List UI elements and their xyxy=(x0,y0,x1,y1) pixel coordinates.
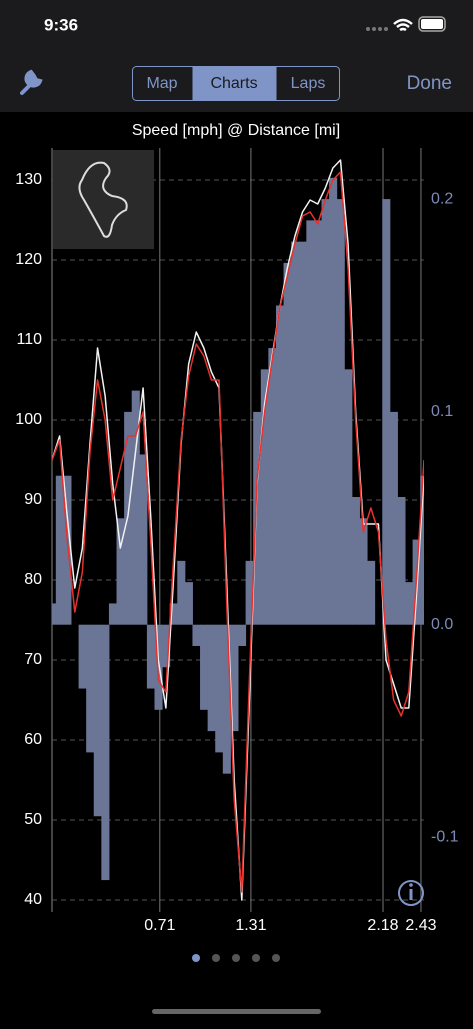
delta-bar xyxy=(298,241,307,625)
delta-bar xyxy=(397,497,406,625)
x-tick-label: 2.43 xyxy=(405,917,436,934)
delta-bar xyxy=(268,348,277,625)
delta-bar xyxy=(260,369,269,625)
y-tick-label: 90 xyxy=(24,491,42,508)
delta-bar xyxy=(86,624,95,753)
delta-bar xyxy=(230,624,239,732)
delta-bar xyxy=(336,199,345,625)
delta-bar xyxy=(146,624,155,689)
delta-bar xyxy=(321,199,330,625)
delta-bar xyxy=(124,411,133,625)
chart-title: Speed [mph] @ Distance [mi] xyxy=(132,122,340,139)
track-map-bg xyxy=(53,150,154,249)
segmented-control xyxy=(132,66,340,101)
delta-bar xyxy=(283,262,292,625)
y-tick-label: 100 xyxy=(15,411,42,428)
delta-bar xyxy=(291,241,300,625)
delta-bar xyxy=(405,582,414,625)
delta-bar xyxy=(313,220,323,625)
delta-bar xyxy=(131,390,140,625)
delta-bar xyxy=(78,624,87,689)
delta-bar xyxy=(245,560,254,625)
delta-bar xyxy=(169,603,178,625)
delta-bar xyxy=(329,177,338,625)
delta-bar xyxy=(154,624,163,710)
delta-bar xyxy=(344,369,353,625)
x-tick-label: 2.18 xyxy=(367,917,398,934)
tab[interactable]: Laps xyxy=(291,75,326,92)
y-tick-label: 60 xyxy=(24,731,42,748)
delta-bar xyxy=(389,411,398,625)
delta-bar xyxy=(52,603,57,625)
delta-bar xyxy=(359,518,368,625)
delta-bar xyxy=(351,497,360,625)
delta-bar xyxy=(63,475,72,625)
y-tick-label: 70 xyxy=(24,651,42,668)
done-button[interactable]: Done xyxy=(407,73,452,94)
delta-bar xyxy=(162,624,171,668)
delta-bar xyxy=(306,220,315,625)
page-indicator[interactable] xyxy=(192,954,280,962)
x-tick-label: 1.31 xyxy=(235,917,266,934)
delta-bar xyxy=(184,582,193,625)
delta-bar xyxy=(222,624,231,774)
tab[interactable]: Map xyxy=(146,75,177,92)
delta-bar xyxy=(101,624,110,881)
battery-level xyxy=(421,19,443,29)
delta-bar xyxy=(108,603,118,625)
delta-bar xyxy=(55,475,64,625)
delta-bar xyxy=(200,624,209,710)
delta-bar xyxy=(420,475,424,625)
selected-tab-bg xyxy=(193,67,276,100)
y2-tick-label: 0.2 xyxy=(431,190,453,207)
y-tick-label: 130 xyxy=(15,171,42,188)
y-tick-label: 40 xyxy=(24,891,42,908)
track-map xyxy=(78,161,128,238)
info-glyph xyxy=(409,889,413,900)
tab[interactable]: Charts xyxy=(210,75,257,92)
signal xyxy=(366,27,388,31)
delta-bar xyxy=(116,518,125,625)
delta-bar xyxy=(139,454,148,625)
delta-bar xyxy=(93,624,102,817)
y2-tick-label: 0.0 xyxy=(431,616,453,633)
y-tick-label: 80 xyxy=(24,571,42,588)
delta-bar xyxy=(177,560,186,625)
y2-tick-label: -0.1 xyxy=(431,829,459,846)
x-tick-label: 0.71 xyxy=(144,917,175,934)
y2-tick-label: 0.1 xyxy=(431,403,453,420)
y-tick-label: 110 xyxy=(16,331,42,348)
delta-bar xyxy=(192,624,201,646)
settings-button[interactable] xyxy=(20,69,43,95)
y-tick-label: 120 xyxy=(15,251,42,268)
info-glyph xyxy=(409,883,413,887)
battery xyxy=(418,16,446,32)
speed-line xyxy=(52,171,424,893)
delta-bar xyxy=(275,305,285,625)
y-tick-label: 50 xyxy=(24,811,42,828)
home-indicator xyxy=(152,1009,321,1014)
delta-bar xyxy=(382,199,391,625)
status-time: 9:36 xyxy=(44,15,78,34)
delta-bar xyxy=(253,411,262,625)
delta-bar xyxy=(367,560,376,625)
wifi xyxy=(393,18,413,32)
delta-bar xyxy=(215,624,224,753)
delta-bar xyxy=(238,624,247,646)
delta-bar xyxy=(207,624,216,732)
info-button[interactable] xyxy=(398,880,424,906)
